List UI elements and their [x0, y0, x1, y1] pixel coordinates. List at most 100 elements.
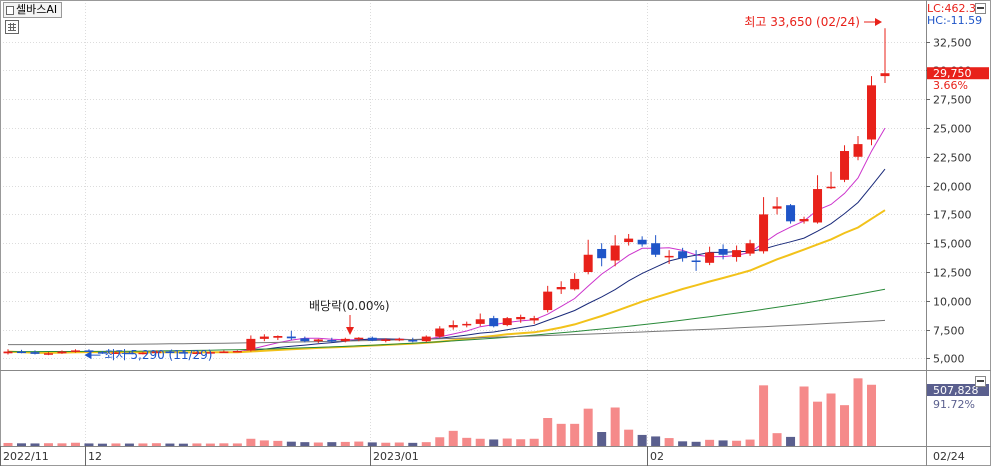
volume-bar — [799, 386, 809, 446]
price-axis: 5,000 7,500 10,000 12,500 15,000 17,500 20,000… — [926, 2, 989, 411]
candle-body — [273, 336, 283, 338]
time-tick-label: 2022/11 — [3, 450, 49, 463]
volume-bar — [637, 434, 647, 446]
candle-body — [219, 351, 229, 354]
time-tick-label: 02/24 — [933, 450, 965, 463]
ma-line-10 — [7, 168, 886, 354]
volume-bar — [718, 440, 728, 446]
hc-label: HC:-11.59 — [927, 14, 982, 27]
candle-body — [259, 336, 269, 339]
candle-body — [678, 251, 688, 259]
candle-body — [111, 352, 121, 354]
candle-body — [826, 186, 836, 189]
candle-body — [583, 254, 593, 273]
volume-bar — [853, 378, 863, 446]
volume-bar — [165, 443, 175, 446]
lc-label: LC:462.38 — [927, 2, 983, 15]
high-annotation: 최고 33,650 (02/24) — [744, 15, 860, 29]
grid-toggle-button[interactable] — [5, 20, 19, 34]
candle-body — [799, 219, 809, 222]
candle-body — [84, 350, 94, 352]
price-tick-label: 12,500 — [933, 267, 972, 280]
candle-body — [556, 287, 566, 290]
candle-body — [232, 350, 242, 353]
dividend-annotation: 배당락(0.00%) — [309, 299, 390, 313]
current-price-label: 29,750 — [933, 67, 972, 80]
volume-bar — [192, 443, 202, 446]
volume-bar — [151, 443, 161, 446]
annotations: 최고 33,650 (02/24) 최저 5,290 (11/29) 배당락(0.0… — [84, 15, 882, 362]
candle-body — [570, 278, 580, 290]
volume-bar — [394, 442, 404, 446]
volume-label: 507,828 — [933, 384, 979, 397]
price-tick-label: 20,000 — [933, 181, 972, 194]
candle-body — [718, 248, 728, 255]
candle-body — [610, 245, 620, 261]
time-tick-label: 02 — [650, 450, 664, 463]
volume-bar — [462, 437, 472, 446]
price-tick-label: 7,500 — [933, 325, 965, 338]
time-grid — [0, 0, 648, 446]
candle-body — [516, 316, 526, 320]
volume-bar — [340, 441, 350, 446]
volume-pct-label: 91.72% — [933, 398, 975, 411]
low-annotation: 최저 5,290 (11/29) — [104, 348, 212, 362]
candle-body — [502, 318, 512, 326]
volume-bar — [583, 408, 593, 446]
volume-bar — [772, 433, 782, 446]
candlestick-series — [3, 28, 890, 356]
price-panel-minimize-button[interactable] — [975, 3, 986, 14]
candle-body — [367, 337, 377, 341]
volume-bar — [16, 443, 26, 446]
candle-body — [462, 323, 472, 326]
time-tick-label: 12 — [88, 450, 102, 463]
volume-bar — [745, 439, 755, 446]
volume-bar — [3, 442, 13, 446]
candle-body — [651, 243, 661, 255]
window-icon — [6, 6, 14, 15]
candle-body — [840, 151, 850, 180]
candle-body — [3, 351, 13, 354]
candle-body — [394, 338, 404, 341]
volume-bar — [327, 442, 337, 446]
candle-body — [745, 243, 755, 254]
volume-bar — [732, 440, 742, 446]
volume-bar — [421, 442, 431, 446]
volume-bar — [516, 439, 526, 446]
volume-bar — [381, 442, 391, 446]
candle-body — [408, 340, 418, 342]
volume-bar — [570, 423, 580, 446]
volume-bar — [610, 407, 620, 446]
current-price-badge — [927, 67, 989, 80]
volume-bar — [84, 443, 94, 446]
title-box[interactable]: 셀바스AI — [3, 2, 63, 18]
volume-panel-minimize-button[interactable] — [975, 376, 986, 387]
ma-line-120 — [8, 319, 886, 346]
candle-body — [880, 73, 890, 77]
candle-body — [340, 338, 350, 342]
volume-bar — [529, 438, 539, 446]
candle-body — [732, 250, 742, 258]
volume-bar — [759, 385, 769, 446]
volume-bar — [826, 393, 836, 446]
volume-bar — [205, 443, 215, 446]
volume-bar — [367, 442, 377, 446]
candle-body — [664, 255, 674, 258]
candle-body — [327, 340, 337, 342]
candle-body — [543, 291, 553, 311]
volume-bar — [691, 441, 701, 446]
candle-body — [597, 248, 607, 259]
volume-badge — [927, 384, 989, 396]
volume-bar — [178, 443, 188, 446]
time-axis: 2022/11 12 2023/01 02 02/24 — [0, 446, 965, 466]
candle-body — [178, 352, 188, 354]
candle-body — [313, 339, 323, 342]
candle-body — [475, 319, 485, 324]
volume-bar — [435, 437, 445, 446]
candle-body — [70, 350, 80, 352]
high-arrow-head — [875, 18, 882, 26]
price-tick-label: 27,500 — [933, 94, 972, 107]
moving-average-lines — [7, 127, 886, 354]
volume-bar — [475, 438, 485, 446]
